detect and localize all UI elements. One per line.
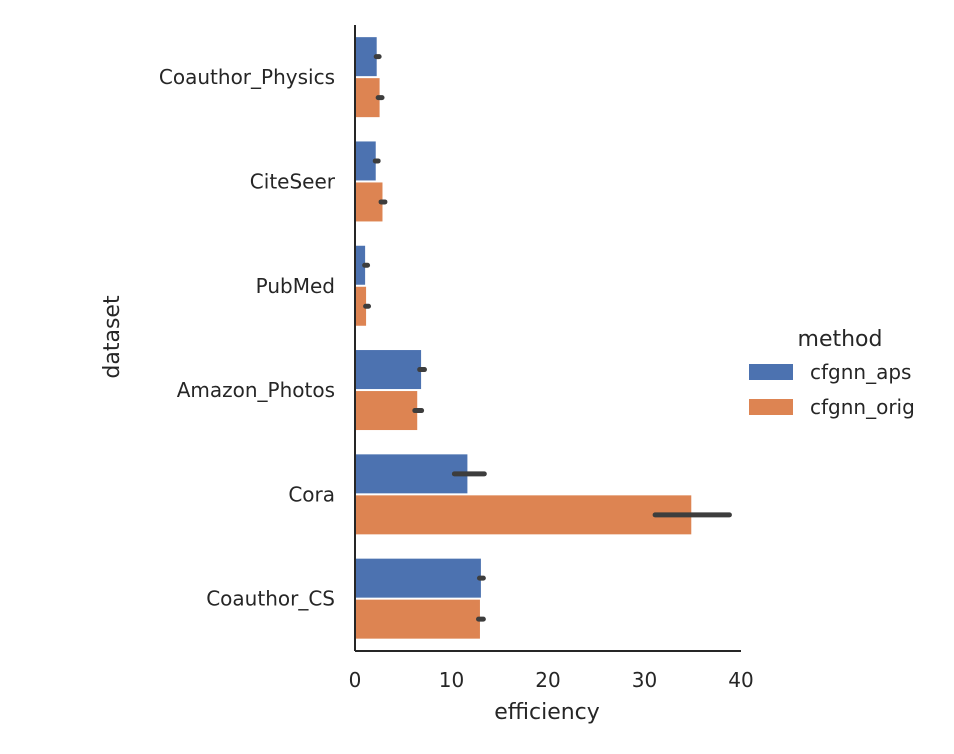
- x-axis-title: efficiency: [494, 700, 600, 725]
- x-tick-label: 0: [349, 668, 362, 692]
- x-tick-label: 40: [728, 668, 753, 692]
- legend-label-cfgnn-aps: cfgnn_aps: [810, 360, 911, 384]
- bars-layer: [354, 36, 693, 640]
- error-bars-layer: [362, 54, 732, 622]
- legend-swatch-cfgnn-aps: [749, 364, 793, 380]
- legend-label-cfgnn-orig: cfgnn_orig: [810, 395, 915, 419]
- bar-coauthor-cs-cfgnn-aps: [354, 557, 482, 599]
- x-tick-label: 10: [439, 668, 464, 692]
- y-tick-label: CiteSeer: [250, 169, 336, 193]
- x-tick-label: 30: [632, 668, 657, 692]
- axes-layer: [354, 25, 741, 652]
- bar-amazon-photos-cfgnn-aps: [354, 349, 423, 391]
- bar-coauthor-cs-cfgnn-orig: [354, 598, 481, 640]
- y-tick-label: PubMed: [256, 274, 335, 298]
- y-tick-label: Coauthor_Physics: [159, 65, 335, 89]
- legend-title: method: [798, 327, 883, 352]
- y-tick-label: Amazon_Photos: [177, 378, 335, 402]
- y-tick-label: Coauthor_CS: [206, 587, 335, 611]
- legend-swatch-cfgnn-orig: [749, 399, 793, 415]
- y-tick-label: Cora: [288, 482, 335, 506]
- legend: method cfgnn_aps cfgnn_orig: [749, 327, 915, 419]
- x-tick-label: 20: [535, 668, 560, 692]
- x-tick-labels: 0 10 20 30 40: [349, 668, 754, 692]
- y-axis-title: dataset: [100, 295, 125, 379]
- legend-items: cfgnn_aps cfgnn_orig: [749, 360, 915, 419]
- bar-cora-cfgnn-orig: [354, 494, 693, 536]
- y-tick-labels: Coauthor_Physics CiteSeer PubMed Amazon_Pho…: [159, 65, 336, 611]
- bar-cora-cfgnn-aps: [354, 453, 469, 495]
- bar-amazon-photos-cfgnn-orig: [354, 390, 419, 432]
